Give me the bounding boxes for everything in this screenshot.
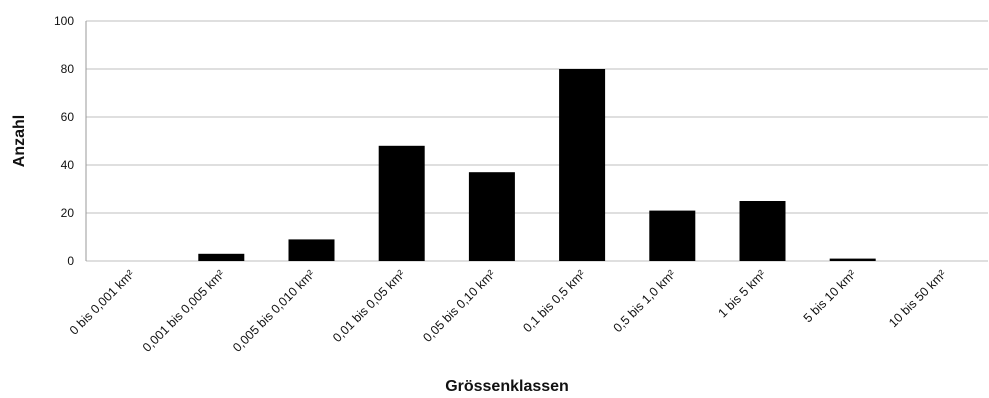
y-tick-label: 100	[54, 14, 74, 28]
x-tick-label: 0,5 bis 1,0 km²	[611, 267, 679, 335]
bar	[559, 69, 606, 261]
x-tick-label: 0,001 bis 0,005 km²	[140, 267, 228, 355]
y-tick-label: 40	[61, 158, 75, 172]
x-axis-title: Grössenklassen	[445, 378, 569, 395]
x-tick-label: 1 bis 5 km²	[715, 267, 768, 320]
y-tick-label: 60	[61, 110, 75, 124]
bar	[198, 253, 245, 261]
x-tick-label: 0,01 bis 0,05 km²	[330, 267, 408, 345]
gridlines	[86, 20, 988, 262]
bar	[378, 145, 425, 261]
x-tick-label: 5 bis 10 km²	[801, 267, 859, 325]
bar	[739, 201, 786, 261]
x-tick-label: 0,1 bis 0,5 km²	[520, 267, 588, 335]
y-tick-labels: 0 20 40 60 80 100	[54, 14, 74, 268]
y-tick-label: 20	[61, 206, 75, 220]
bar	[649, 210, 696, 261]
x-tick-label: 0 bis 0,001 km²	[67, 267, 137, 337]
y-tick-label: 80	[61, 62, 75, 76]
bar	[288, 239, 335, 261]
bar	[829, 258, 876, 261]
bars	[198, 69, 876, 261]
bar	[468, 172, 515, 261]
x-tick-label: 0,05 bis 0,10 km²	[420, 267, 498, 345]
x-tick-labels: 0 bis 0,001 km² 0,001 bis 0,005 km² 0,005 …	[67, 267, 949, 355]
y-axis-title: Anzahl	[11, 115, 28, 167]
x-tick-label: 0,005 bis 0,010 km²	[230, 267, 318, 355]
y-tick-label: 0	[67, 254, 74, 268]
x-tick-label: 10 bis 50 km²	[886, 267, 949, 330]
